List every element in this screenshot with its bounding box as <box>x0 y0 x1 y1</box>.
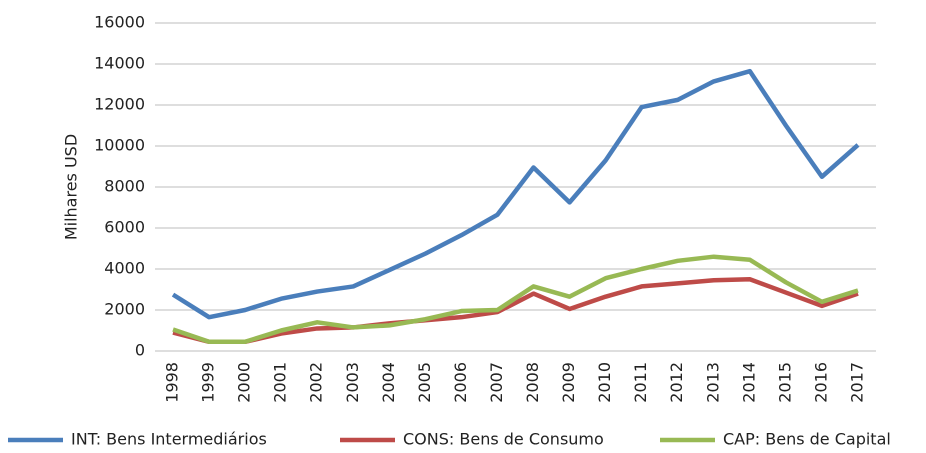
legend-label: CAP: Bens de Capital <box>723 430 891 449</box>
x-tick-label: 2000 <box>235 362 254 403</box>
x-tick-label: 2005 <box>415 362 434 403</box>
x-tick-label: 1998 <box>163 362 182 403</box>
x-tick-label: 2001 <box>271 362 290 403</box>
y-tick-label: 16000 <box>94 13 145 32</box>
line-series <box>172 254 859 345</box>
x-tick-label: 2009 <box>559 362 578 403</box>
x-tick-label: 2011 <box>631 362 650 403</box>
y-tick-label: 4000 <box>104 259 145 278</box>
x-tick-label: 2014 <box>739 362 758 403</box>
line-series <box>171 68 860 320</box>
x-tick-label: 1999 <box>199 362 218 403</box>
legend-label: INT: Bens Intermediários <box>71 430 267 449</box>
x-tick-label: 2013 <box>703 362 722 403</box>
y-tick-label: 8000 <box>104 177 145 196</box>
x-tick-label: 2003 <box>343 362 362 403</box>
x-tick-label: 2002 <box>307 362 326 403</box>
y-tick-label: 14000 <box>94 54 145 73</box>
line-series <box>172 277 859 345</box>
x-tick-label: 2015 <box>775 362 794 403</box>
x-tick-label: 2006 <box>451 362 470 403</box>
x-tick-label: 2017 <box>847 362 866 403</box>
x-tick-label: 2004 <box>379 362 398 403</box>
y-tick-label: 0 <box>135 341 145 360</box>
y-tick-label: 12000 <box>94 95 145 114</box>
legend-label: CONS: Bens de Consumo <box>403 430 604 449</box>
x-tick-label: 2016 <box>811 362 830 403</box>
x-tick-label: 2010 <box>595 362 614 403</box>
y-tick-label: 10000 <box>94 136 145 155</box>
y-axis-label: Milhares USD <box>62 134 81 240</box>
x-tick-label: 2008 <box>523 362 542 403</box>
y-tick-label: 6000 <box>104 218 145 237</box>
x-tick-label: 2007 <box>487 362 506 403</box>
x-tick-label: 2012 <box>667 362 686 403</box>
y-tick-label: 2000 <box>104 300 145 319</box>
